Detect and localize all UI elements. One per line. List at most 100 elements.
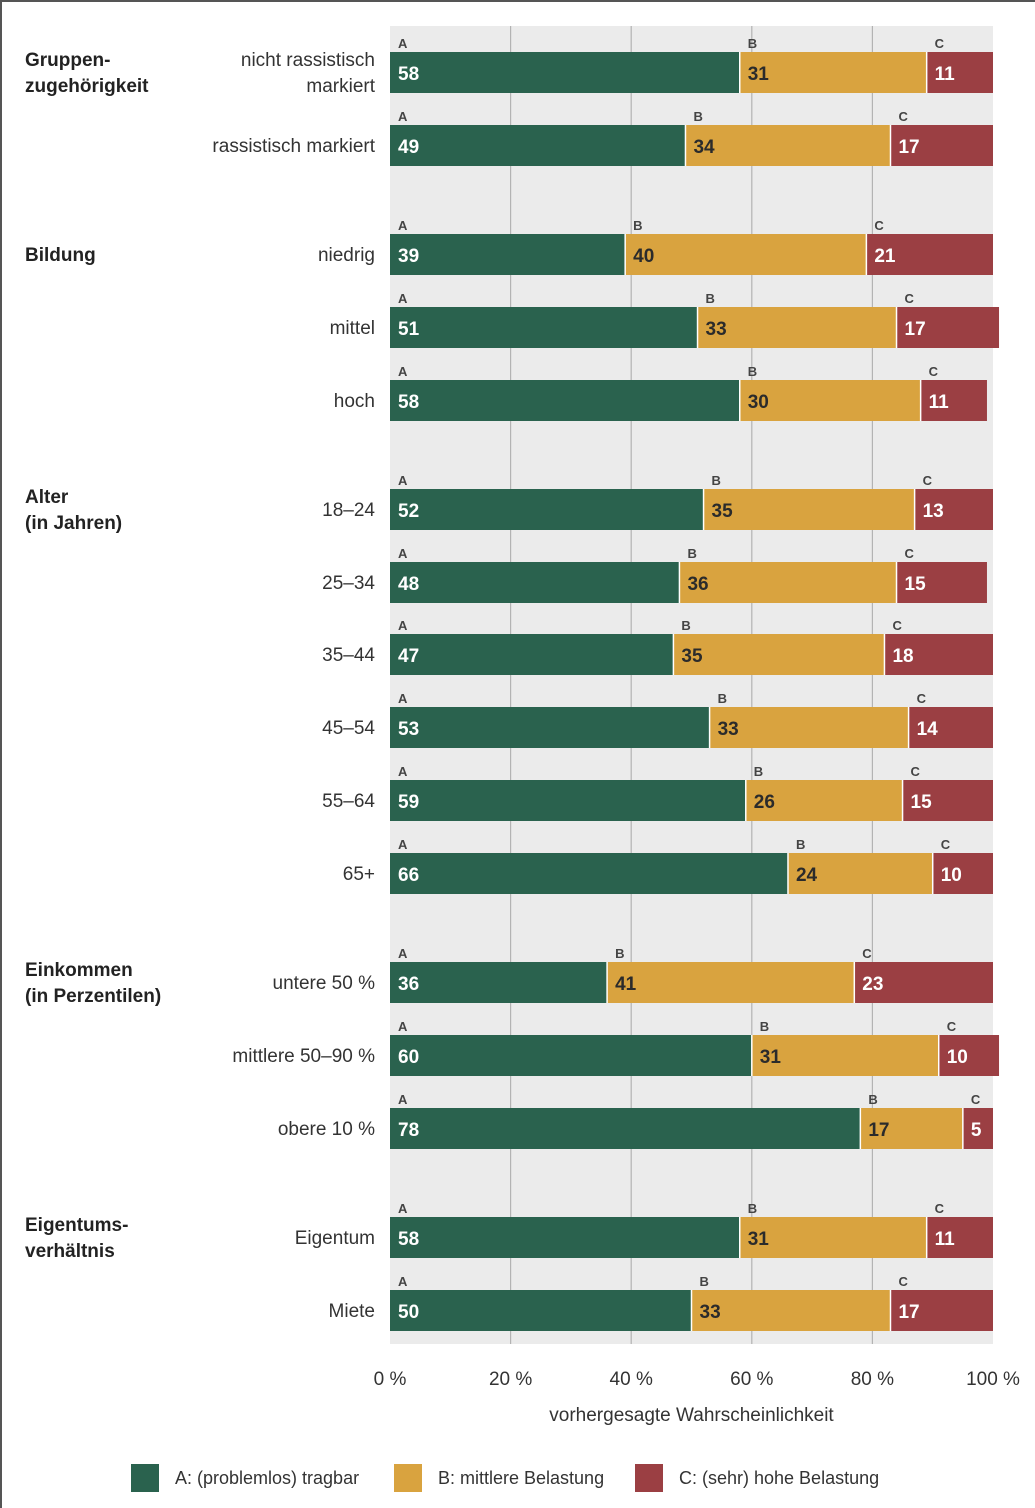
bar-segment-B <box>607 962 855 1003</box>
bar-segment-C <box>920 380 987 421</box>
bar-segment-A <box>390 853 788 894</box>
bar-segment-C <box>932 853 993 894</box>
group-label: Gruppen- <box>25 50 111 71</box>
segment-key-label: B <box>754 764 763 779</box>
segment-key-label: B <box>712 473 721 488</box>
group-label: Eigentums- <box>25 1215 128 1236</box>
segment-key-label: A <box>398 218 408 233</box>
group-label: zugehörigkeit <box>25 76 149 97</box>
data-label: 48 <box>398 574 419 595</box>
data-label: 49 <box>398 137 419 158</box>
segment-key-label: A <box>398 946 408 961</box>
data-label: 34 <box>693 137 715 158</box>
bar-segment-A <box>390 562 680 603</box>
x-tick-label: 60 % <box>730 1369 773 1390</box>
segment-key-label: B <box>700 1274 709 1289</box>
segment-key-label: A <box>398 618 408 633</box>
segment-key-label: B <box>693 109 702 124</box>
bar-segment-A <box>390 707 710 748</box>
bar-segment-B <box>860 1108 963 1149</box>
data-label: 35 <box>712 501 734 522</box>
segment-key-label: C <box>898 1274 908 1289</box>
segment-key-label: C <box>923 473 933 488</box>
segment-key-label: C <box>874 218 884 233</box>
data-label: 51 <box>398 319 420 340</box>
segment-key-label: A <box>398 1019 408 1034</box>
bar-segment-A <box>390 1108 861 1149</box>
segment-key-label: C <box>971 1092 981 1107</box>
data-label: 59 <box>398 792 419 813</box>
segment-key-label: C <box>935 36 945 51</box>
x-tick-label: 0 % <box>374 1369 407 1390</box>
bar-segment-A <box>390 1290 692 1331</box>
bar-segment-C <box>962 1108 993 1149</box>
data-label: 15 <box>905 574 927 595</box>
bar-segment-B <box>739 1217 927 1258</box>
row-label: 65+ <box>343 864 375 885</box>
row-label: obere 10 % <box>278 1119 375 1140</box>
bar-segment-B <box>745 780 903 821</box>
segment-key-label: A <box>398 764 408 779</box>
data-label: 33 <box>700 1302 721 1323</box>
segment-key-label: B <box>718 691 727 706</box>
row-label: niedrig <box>318 245 375 266</box>
bar-segment-A <box>390 307 698 348</box>
row-label: 18–24 <box>322 500 375 521</box>
segment-key-label: C <box>929 364 939 379</box>
bar-segment-B <box>709 707 909 748</box>
row-label: 35–44 <box>322 645 375 666</box>
data-label: 58 <box>398 64 419 85</box>
segment-key-label: B <box>868 1092 877 1107</box>
segment-key-label: B <box>615 946 624 961</box>
bar-segment-C <box>884 634 993 675</box>
data-label: 36 <box>687 574 708 595</box>
data-label: 47 <box>398 646 419 667</box>
group-label: verhältnis <box>25 1241 115 1262</box>
segment-key-label: C <box>892 618 902 633</box>
segment-key-label: C <box>935 1201 945 1216</box>
data-label: 39 <box>398 246 419 267</box>
bar-segment-C <box>902 780 993 821</box>
x-tick-label: 100 % <box>966 1369 1020 1390</box>
segment-key-label: C <box>905 546 915 561</box>
segment-key-label: B <box>748 1201 757 1216</box>
data-label: 36 <box>398 974 419 995</box>
row-label: 25–34 <box>322 573 375 594</box>
data-label: 11 <box>935 64 956 85</box>
data-label: 17 <box>898 1302 919 1323</box>
row-label: Miete <box>329 1301 375 1322</box>
data-label: 17 <box>898 137 919 158</box>
bar-segment-A <box>390 634 674 675</box>
segment-key-label: B <box>748 364 757 379</box>
data-label: 18 <box>892 646 913 667</box>
group-label: Bildung <box>25 245 96 266</box>
segment-key-label: C <box>862 946 872 961</box>
row-label: mittlere 50–90 % <box>232 1046 375 1067</box>
segment-key-label: A <box>398 1092 408 1107</box>
bar-segment-B <box>739 52 927 93</box>
data-label: 52 <box>398 501 419 522</box>
bar-segment-C <box>908 707 993 748</box>
bar-segment-A <box>390 52 740 93</box>
bar-segment-A <box>390 780 746 821</box>
bar-segment-B <box>751 1035 939 1076</box>
segment-key-label: B <box>748 36 757 51</box>
data-label: 60 <box>398 1047 419 1068</box>
bar-segment-C <box>926 1217 993 1258</box>
segment-key-label: C <box>911 764 921 779</box>
bar-segment-B <box>691 1290 891 1331</box>
legend-label-A: A: (problemlos) tragbar <box>175 1468 359 1488</box>
segment-key-label: A <box>398 1201 408 1216</box>
bar-segment-C <box>896 562 987 603</box>
bar-segment-A <box>390 1217 740 1258</box>
data-label: 23 <box>862 974 883 995</box>
bar-segment-C <box>914 489 993 530</box>
segment-key-label: C <box>941 837 951 852</box>
data-label: 10 <box>947 1047 968 1068</box>
legend-swatch-B <box>394 1464 422 1492</box>
data-label: 15 <box>911 792 933 813</box>
segment-key-label: B <box>706 291 715 306</box>
bar-segment-B <box>697 307 897 348</box>
segment-key-label: A <box>398 837 408 852</box>
